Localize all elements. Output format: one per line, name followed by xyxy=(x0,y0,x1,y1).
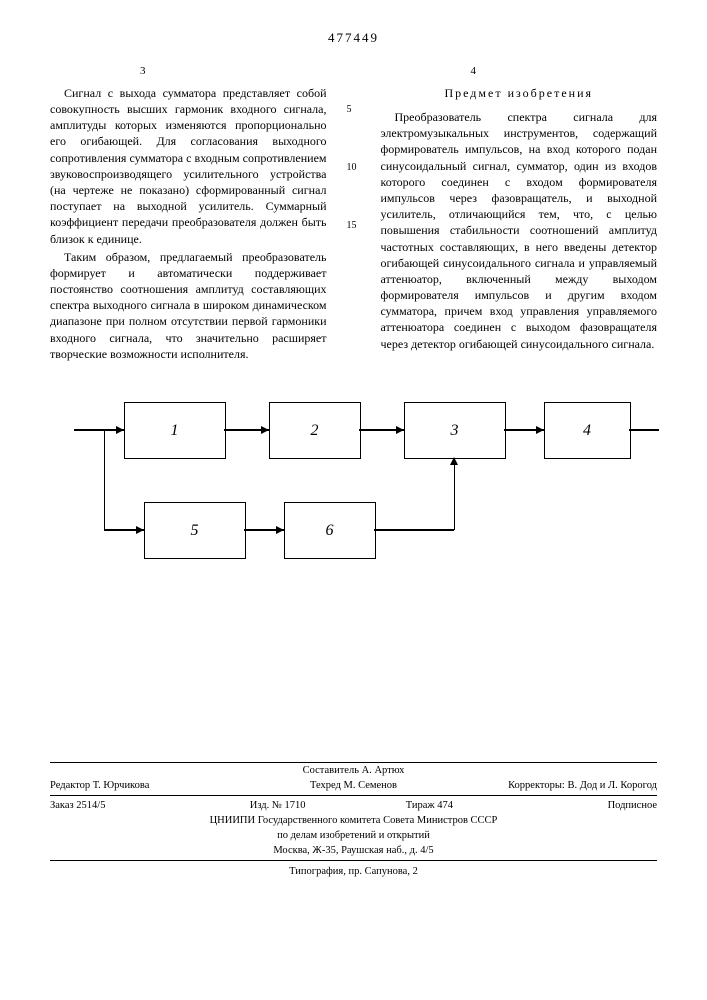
right-column: 4 Предмет изобретения Преобразователь сп… xyxy=(381,64,658,362)
org-line-2: по делам изобретений и открытий xyxy=(50,830,657,841)
block-3: 3 xyxy=(404,402,506,459)
wire xyxy=(104,429,106,529)
col-number-left: 3 xyxy=(50,64,327,79)
correctors-line: Корректоры: В. Дод и Л. Корогод xyxy=(457,780,657,791)
left-paragraph-1: Сигнал с выхода сумматора представляет с… xyxy=(50,85,327,247)
arrowhead-icon xyxy=(261,426,269,434)
block-2: 2 xyxy=(269,402,361,459)
block-6: 6 xyxy=(284,502,376,559)
arrowhead-icon xyxy=(136,526,144,534)
arrowhead-icon xyxy=(450,457,458,465)
left-paragraph-2: Таким образом, предлагаемый преобразоват… xyxy=(50,249,327,362)
org-line-1: ЦНИИПИ Государственного комитета Совета … xyxy=(50,815,657,826)
block-5: 5 xyxy=(144,502,246,559)
editor-line: Редактор Т. Юрчикова xyxy=(50,780,250,791)
order-number: Заказ 2514/5 xyxy=(50,800,202,811)
block-1: 1 xyxy=(124,402,226,459)
wire xyxy=(454,459,456,530)
address-line: Москва, Ж-35, Раушская наб., д. 4/5 xyxy=(50,845,657,856)
arrowhead-icon xyxy=(396,426,404,434)
arrowhead-icon xyxy=(116,426,124,434)
subscription: Подписное xyxy=(505,800,657,811)
divider xyxy=(50,795,657,796)
typography-line: Типография, пр. Сапунова, 2 xyxy=(50,863,657,877)
compiler-line: Составитель А. Артюх xyxy=(50,765,657,776)
footer: Составитель А. Артюх Редактор Т. Юрчиков… xyxy=(50,762,657,877)
arrowhead-icon xyxy=(276,526,284,534)
left-column: 3 Сигнал с выхода сумматора представляет… xyxy=(50,64,327,362)
block-diagram: 1 2 3 4 5 6 xyxy=(74,392,634,582)
edition-number: Изд. № 1710 xyxy=(202,800,354,811)
techred-line: Техред М. Семенов xyxy=(250,780,456,791)
arrowhead-icon xyxy=(536,426,544,434)
text-columns: 3 Сигнал с выхода сумматора представляет… xyxy=(50,64,657,362)
divider xyxy=(50,860,657,861)
wire xyxy=(629,429,659,431)
print-run: Тираж 474 xyxy=(354,800,506,811)
line-marker: 5 xyxy=(347,104,361,115)
col-number-right: 4 xyxy=(381,64,658,79)
block-4: 4 xyxy=(544,402,631,459)
line-number-gutter: 5 10 15 xyxy=(347,64,361,362)
wire xyxy=(374,529,454,531)
line-marker: 10 xyxy=(347,162,361,173)
subject-title: Предмет изобретения xyxy=(381,85,658,101)
document-number: 477449 xyxy=(50,30,657,46)
line-marker: 15 xyxy=(347,220,361,231)
right-paragraph: Преобразователь спектра сигнала для элек… xyxy=(381,109,658,352)
